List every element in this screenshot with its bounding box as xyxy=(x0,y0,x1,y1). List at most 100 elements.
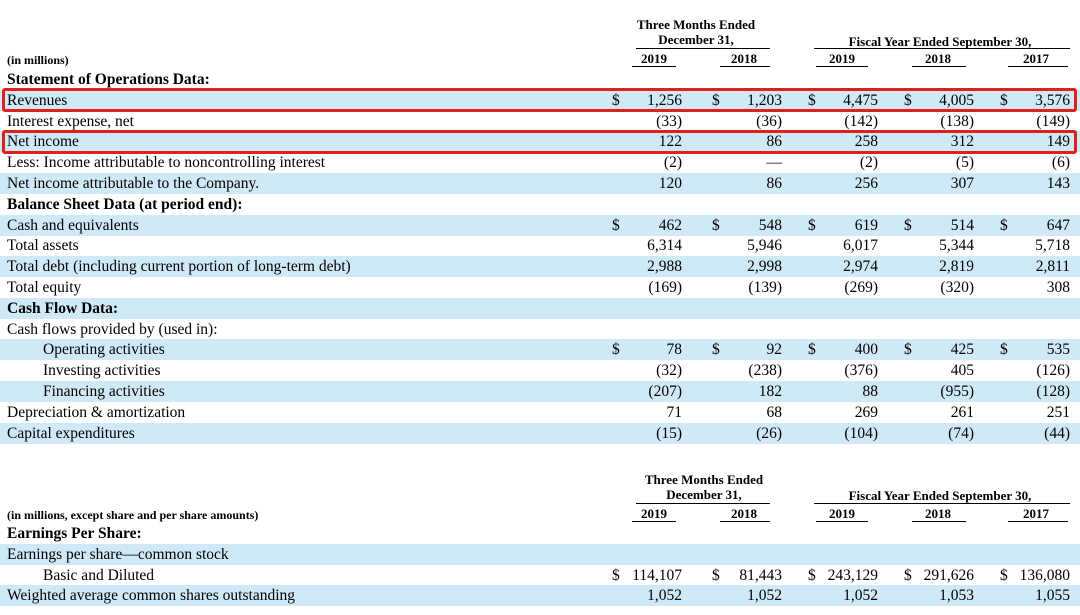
value-cell: — xyxy=(712,152,783,173)
value-cell: 6,017 xyxy=(808,235,878,256)
value-cell: 1,052 xyxy=(612,585,682,606)
value-cell: 2,974 xyxy=(808,256,878,277)
value-cell: $92 xyxy=(712,339,782,360)
value-number: 68 xyxy=(766,403,783,421)
value-number: 6,017 xyxy=(843,237,878,255)
value-number: 86 xyxy=(766,175,783,192)
row-label: Total assets xyxy=(7,237,79,255)
value-cell: $400 xyxy=(808,339,878,360)
value-number: 86 xyxy=(766,133,783,151)
currency-symbol: $ xyxy=(712,566,720,584)
row-label: Investing activities xyxy=(43,362,161,380)
row-label: Net income xyxy=(7,133,79,151)
currency-symbol: $ xyxy=(808,341,816,359)
value-cell: 86 xyxy=(712,173,783,194)
value-number: (376) xyxy=(844,362,878,380)
table-row: Cash flows provided by (used in): xyxy=(0,319,1080,340)
value-cell: 2,819 xyxy=(904,256,974,277)
value-number: 425 xyxy=(950,341,974,359)
value-cell: 261 xyxy=(904,402,974,423)
value-cell: 1,052 xyxy=(712,585,782,606)
highlight-net-income-row xyxy=(2,130,1077,154)
value-cell: (376) xyxy=(808,360,878,381)
value-number: 4,005 xyxy=(939,91,974,109)
table-row: Revenues $1,256 $1,203 $4,475 $4,005 $3,576 xyxy=(0,89,1080,111)
value-number: 6,314 xyxy=(647,237,682,255)
value-number: (2) xyxy=(859,154,878,172)
row-label: Total debt (including current portion of… xyxy=(7,258,351,276)
table-row: Interest expense, net (33) (36) (142) (138) (… xyxy=(0,111,1080,132)
currency-symbol: $ xyxy=(712,341,720,359)
value-number: 1,256 xyxy=(647,91,682,109)
value-number: (149) xyxy=(1036,112,1070,130)
value-cell: (955) xyxy=(904,381,974,402)
value-number: 3,576 xyxy=(1035,91,1070,109)
currency-symbol: $ xyxy=(1000,341,1008,359)
value-number: 1,203 xyxy=(747,91,782,109)
value-number: 251 xyxy=(1046,403,1070,421)
value-cell: 149 xyxy=(1000,131,1070,152)
value-cell: (138) xyxy=(904,111,974,132)
year-header-3: 2018 xyxy=(925,506,951,521)
table-row: Earnings Per Share: xyxy=(0,523,1080,544)
value-cell: $291,626 xyxy=(904,565,974,586)
row-label: Capital expenditures xyxy=(7,424,135,442)
t2-group-three-months-underline xyxy=(636,503,770,504)
row-label: Cash and equivalents xyxy=(7,216,139,234)
value-number: (320) xyxy=(940,279,974,296)
currency-symbol: $ xyxy=(1000,216,1008,234)
table-row: Basic and Diluted $114,107 $81,443 $243,129… xyxy=(0,565,1080,586)
currency-symbol: $ xyxy=(904,341,912,359)
value-number: 122 xyxy=(658,133,682,151)
t1-group-three-months-underline xyxy=(636,48,770,49)
value-number: 462 xyxy=(658,216,682,234)
t2-units-label: (in millions, except share and per share… xyxy=(7,508,259,522)
value-number: (6) xyxy=(1051,154,1070,172)
value-cell: 258 xyxy=(808,131,878,152)
value-number: 78 xyxy=(666,341,683,359)
value-number: 307 xyxy=(950,175,974,192)
currency-symbol: $ xyxy=(612,216,620,234)
value-number: (955) xyxy=(940,383,974,400)
value-number: (36) xyxy=(756,112,782,130)
row-label: Net income attributable to the Company. xyxy=(7,175,260,192)
value-cell: 68 xyxy=(712,402,783,423)
value-number: (126) xyxy=(1036,362,1070,380)
value-cell: (128) xyxy=(1000,381,1070,402)
value-number: 1,053 xyxy=(939,587,974,605)
table-row: Total debt (including current portion of… xyxy=(0,256,1080,278)
value-number: 312 xyxy=(950,133,974,151)
value-cell: (269) xyxy=(808,277,878,298)
value-number: (142) xyxy=(844,112,878,130)
section-heading: Cash Flow Data: xyxy=(7,299,119,317)
value-number: 81,443 xyxy=(739,566,782,584)
value-number: 400 xyxy=(854,341,878,359)
row-label: Less: Income attributable to noncontroll… xyxy=(7,154,326,172)
year-header-2: 2019 xyxy=(829,51,855,66)
value-number: (26) xyxy=(756,424,782,442)
value-cell: (32) xyxy=(612,360,682,381)
value-number: 308 xyxy=(1046,279,1070,296)
value-cell: (320) xyxy=(904,277,974,298)
year-header-underline xyxy=(816,521,868,522)
value-cell: $535 xyxy=(1000,339,1070,360)
value-cell: 2,998 xyxy=(712,256,782,277)
section-heading: Statement of Operations Data: xyxy=(7,71,210,88)
value-number: (104) xyxy=(844,424,878,442)
t1-group-fiscal-year-underline xyxy=(814,48,1070,49)
value-number: 243,129 xyxy=(827,566,878,584)
value-cell: (126) xyxy=(1000,360,1070,381)
value-cell: 143 xyxy=(1000,173,1070,194)
value-number: (44) xyxy=(1044,424,1070,442)
value-cell: 405 xyxy=(904,360,974,381)
value-number: 5,344 xyxy=(939,237,974,255)
value-cell: $136,080 xyxy=(1000,565,1070,586)
value-number: 4,475 xyxy=(843,91,878,109)
value-number: (74) xyxy=(948,424,974,442)
value-number: 182 xyxy=(758,383,782,400)
value-number: (2) xyxy=(663,154,682,172)
value-number: 120 xyxy=(658,175,682,192)
table-row: Less: Income attributable to noncontroll… xyxy=(0,152,1080,173)
year-header-1: 2018 xyxy=(731,51,757,66)
value-cell: 6,314 xyxy=(612,235,682,256)
